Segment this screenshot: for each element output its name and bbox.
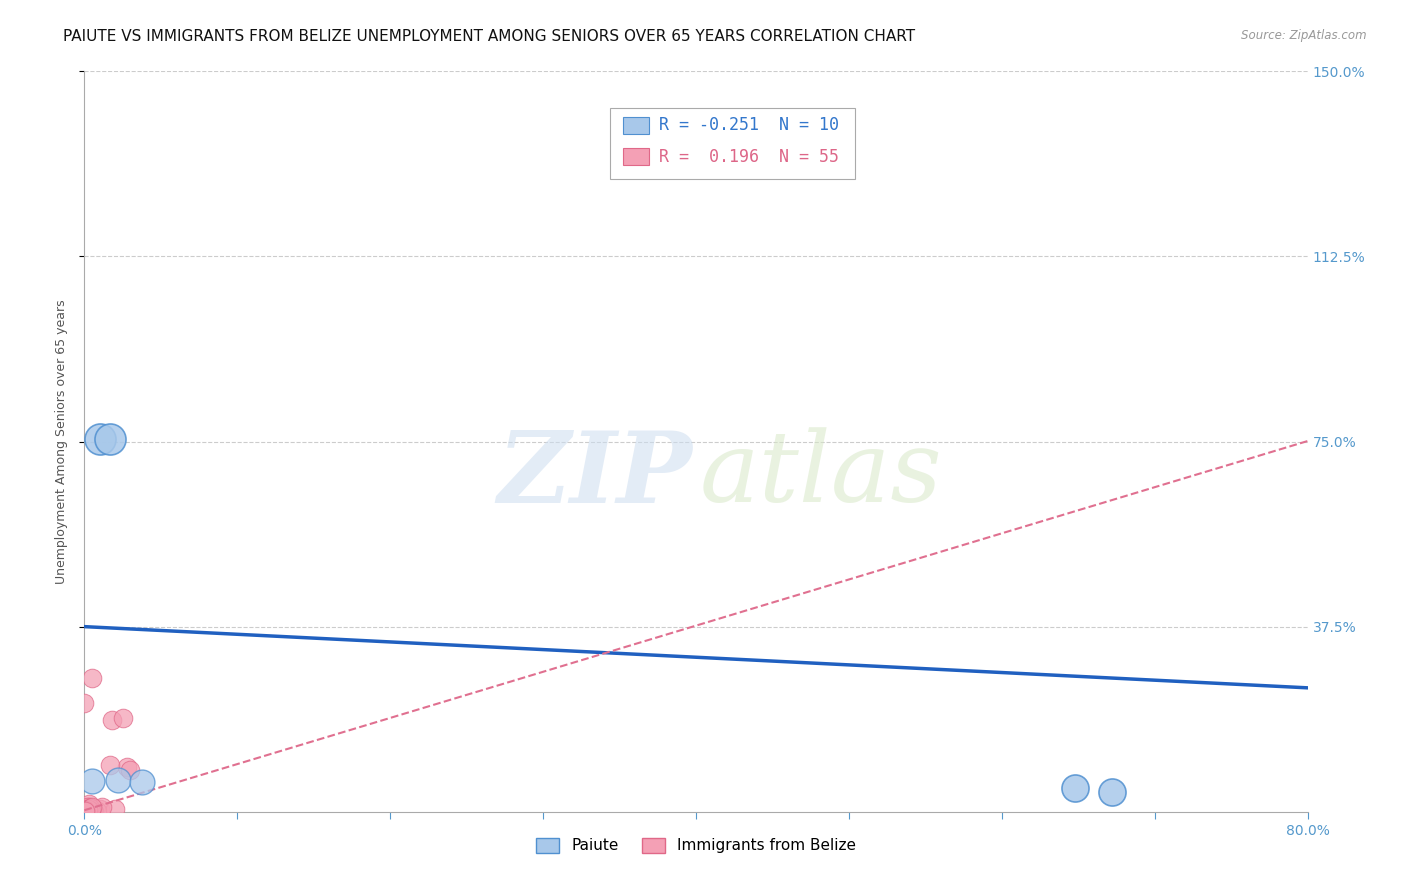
Point: [79, 805, 101, 819]
Point: [1101, 785, 1123, 799]
Point: [98, 432, 121, 446]
Text: R = -0.251  N = 10: R = -0.251 N = 10: [659, 117, 839, 135]
Text: ZIP: ZIP: [498, 426, 692, 523]
Point: [104, 802, 127, 816]
Point: [76, 804, 98, 818]
Point: [76, 804, 98, 818]
Point: [76, 804, 98, 818]
Point: [75, 805, 97, 819]
Point: [73, 803, 96, 817]
Point: [76, 799, 98, 814]
Point: [79, 800, 101, 814]
Point: [80, 774, 103, 789]
Point: [80, 803, 103, 817]
Text: atlas: atlas: [700, 427, 942, 523]
Point: [89, 432, 111, 446]
Point: [76, 804, 98, 818]
Point: [84, 803, 107, 817]
Point: [73, 696, 96, 710]
Text: PAIUTE VS IMMIGRANTS FROM BELIZE UNEMPLOYMENT AMONG SENIORS OVER 65 YEARS CORREL: PAIUTE VS IMMIGRANTS FROM BELIZE UNEMPLO…: [63, 29, 915, 44]
Point: [120, 763, 142, 777]
Text: Source: ZipAtlas.com: Source: ZipAtlas.com: [1241, 29, 1367, 42]
Point: [75, 803, 97, 817]
Point: [80, 672, 103, 686]
Point: [73, 805, 96, 819]
Point: [82, 804, 104, 818]
Point: [101, 714, 124, 728]
Point: [76, 803, 98, 817]
Point: [77, 805, 100, 819]
Point: [73, 803, 96, 817]
Point: [75, 805, 97, 819]
Point: [77, 797, 100, 812]
Point: [98, 757, 121, 772]
Point: [131, 775, 153, 789]
Point: [80, 799, 103, 814]
Point: [82, 803, 104, 817]
Point: [75, 804, 97, 818]
Point: [73, 804, 96, 818]
Point: [75, 802, 97, 816]
Point: [75, 804, 97, 818]
Point: [107, 772, 129, 787]
Point: [76, 805, 98, 819]
Point: [75, 805, 97, 819]
Point: [75, 804, 97, 818]
Point: [76, 803, 98, 817]
Point: [77, 801, 100, 815]
Point: [77, 804, 100, 818]
Point: [76, 803, 98, 817]
FancyBboxPatch shape: [623, 148, 650, 165]
FancyBboxPatch shape: [623, 117, 650, 134]
Point: [111, 711, 134, 725]
Point: [83, 805, 105, 819]
Point: [89, 802, 111, 816]
Point: [1064, 780, 1087, 795]
Point: [77, 804, 100, 818]
Y-axis label: Unemployment Among Seniors over 65 years: Unemployment Among Seniors over 65 years: [55, 299, 67, 584]
Point: [86, 804, 108, 818]
Legend: Paiute, Immigrants from Belize: Paiute, Immigrants from Belize: [530, 831, 862, 860]
Point: [75, 804, 97, 818]
FancyBboxPatch shape: [610, 109, 855, 178]
Point: [76, 802, 98, 816]
Point: [75, 802, 97, 816]
Point: [115, 760, 138, 774]
Point: [73, 805, 96, 819]
Point: [91, 800, 114, 814]
Point: [73, 802, 96, 816]
Text: R =  0.196  N = 55: R = 0.196 N = 55: [659, 147, 839, 166]
Point: [73, 804, 96, 818]
Point: [77, 799, 100, 814]
